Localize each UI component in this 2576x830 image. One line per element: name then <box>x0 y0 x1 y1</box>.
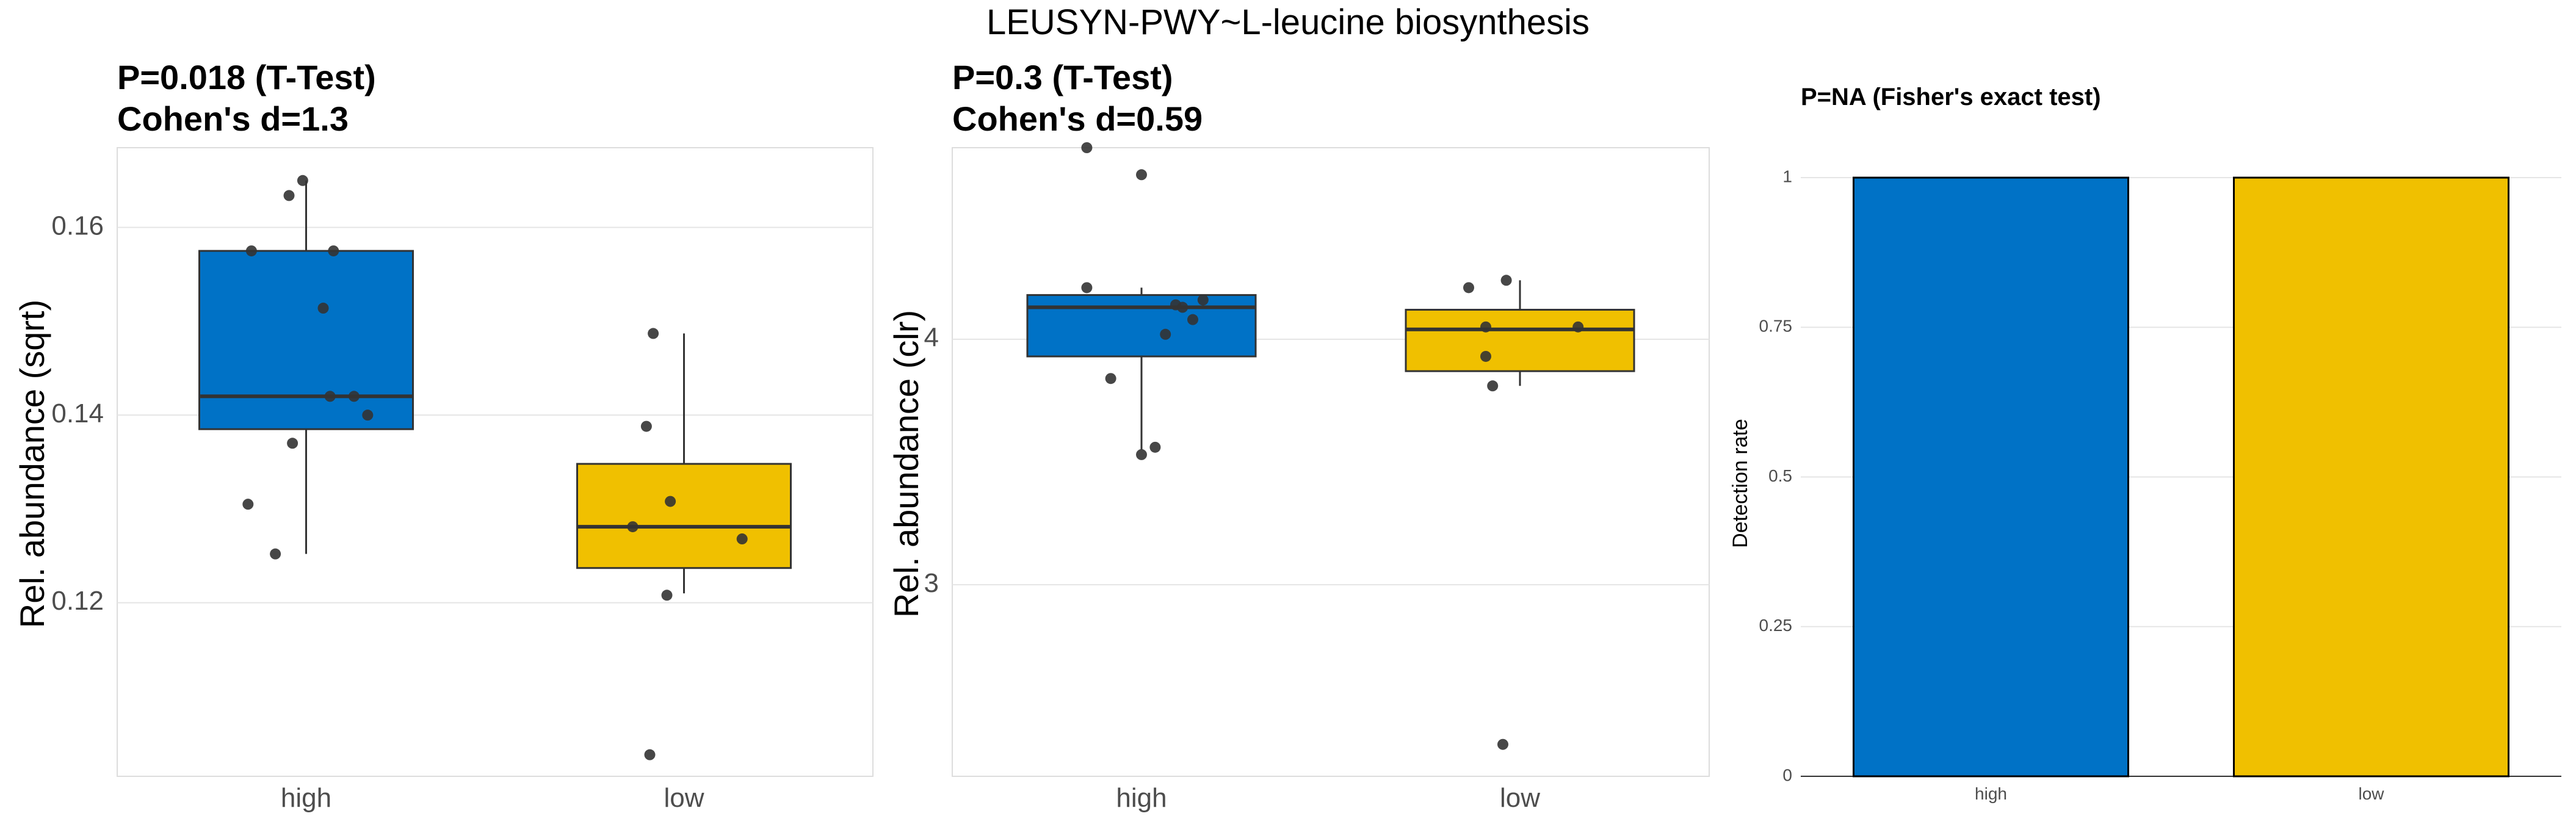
bar-low <box>2233 176 2509 778</box>
data-point-high <box>297 175 308 186</box>
data-point-high <box>1105 373 1116 384</box>
data-point-high <box>324 391 336 402</box>
box-low <box>1405 309 1635 372</box>
data-point-high <box>1187 314 1198 325</box>
data-point-high <box>1136 169 1147 181</box>
data-point-high <box>1136 449 1147 460</box>
panel-border <box>952 147 1710 777</box>
y-tick-label: 1 <box>1782 167 1792 186</box>
y-axis-label: Detection rate <box>1729 419 1752 548</box>
x-tick-label-low: low <box>2358 784 2384 803</box>
y-tick-label: 0 <box>1782 765 1792 784</box>
data-point-high <box>362 410 374 421</box>
gridlines <box>117 147 874 777</box>
x-tick-label-high: high <box>1975 784 2007 803</box>
x-tick-label-low: low <box>664 783 704 813</box>
data-point-low <box>665 496 676 507</box>
data-point-high <box>317 302 329 314</box>
data-point-high <box>1149 441 1161 453</box>
boxes <box>1026 280 1635 450</box>
panel-detection-rate-barplot: P=NA (Fisher's exact test) Detection rat… <box>1729 84 2561 803</box>
data-point-high <box>287 438 298 449</box>
data-point-high <box>245 245 257 257</box>
y-tick-label: 0.14 <box>51 399 104 428</box>
x-tick-label-low: low <box>1500 783 1540 813</box>
x-tick-labels: high low <box>1975 784 2384 803</box>
points <box>242 175 748 760</box>
panel-title-line-2: Cohen's d=0.59 <box>952 99 1203 138</box>
y-tick-label: 3 <box>924 568 939 598</box>
panel-border <box>117 147 874 777</box>
bars <box>1853 176 2509 778</box>
box-high <box>198 250 414 430</box>
data-point-low <box>1463 282 1474 294</box>
y-tick-label: 0.25 <box>1759 616 1793 635</box>
panel-title-line-1: P=NA (Fisher's exact test) <box>1801 84 2101 110</box>
x-tick-label-high: high <box>1116 783 1167 813</box>
box-high <box>1026 294 1257 358</box>
panel-title-line-2: Cohen's d=1.3 <box>117 99 349 138</box>
bar-high <box>1853 176 2129 778</box>
data-point-high <box>1177 301 1189 313</box>
y-tick-labels: 34 <box>924 322 939 597</box>
y-tick-label: 0.75 <box>1759 317 1793 336</box>
data-point-high <box>328 245 339 257</box>
panel-clr-boxplot: P=0.3 (T-Test) Cohen's d=0.59 Rel. abund… <box>887 58 1710 813</box>
data-point-low <box>1497 738 1508 750</box>
y-axis-label: Rel. abundance (sqrt) <box>13 300 51 629</box>
data-point-low <box>1487 380 1499 392</box>
data-point-low <box>736 533 748 545</box>
figure-title: LEUSYN-PWY~L-leucine biosynthesis <box>986 2 1590 42</box>
x-tick-labels: high low <box>281 783 704 813</box>
data-point-low <box>661 590 673 601</box>
y-tick-label: 0.12 <box>51 586 104 616</box>
y-tick-label: 0.5 <box>1768 466 1792 485</box>
y-axis-label: Rel. abundance (clr) <box>887 310 925 618</box>
data-point-low <box>644 749 656 760</box>
data-point-low <box>1480 350 1491 362</box>
panel-title-line-1: P=0.3 (T-Test) <box>952 58 1173 96</box>
data-point-high <box>1160 328 1171 340</box>
y-tick-labels: 0 0.25 0.5 0.75 1 <box>1759 167 1793 784</box>
data-point-high <box>283 190 295 201</box>
y-tick-label: 4 <box>924 322 939 352</box>
points <box>1081 142 1584 750</box>
x-tick-label-high: high <box>281 783 331 813</box>
box-low <box>576 463 792 569</box>
data-point-low <box>640 420 652 432</box>
panel-title-line-1: P=0.018 (T-Test) <box>117 58 376 96</box>
data-point-low <box>1500 275 1512 286</box>
data-point-low <box>1480 321 1491 333</box>
data-point-high <box>348 391 360 402</box>
data-point-high <box>1197 294 1209 306</box>
data-point-high <box>270 548 281 560</box>
data-point-low <box>648 328 659 339</box>
x-tick-labels: high low <box>1116 783 1540 813</box>
data-point-high <box>1081 142 1093 153</box>
data-point-low <box>627 521 639 533</box>
boxes <box>198 180 792 594</box>
panel-sqrt-boxplot: P=0.018 (T-Test) Cohen's d=1.3 Rel. abun… <box>13 58 874 813</box>
data-point-high <box>1081 282 1093 294</box>
data-point-low <box>1572 321 1584 333</box>
y-tick-labels: 0.12 0.14 0.16 <box>51 211 104 616</box>
gridlines <box>952 147 1710 777</box>
y-tick-label: 0.16 <box>51 211 104 240</box>
data-point-high <box>242 499 254 510</box>
